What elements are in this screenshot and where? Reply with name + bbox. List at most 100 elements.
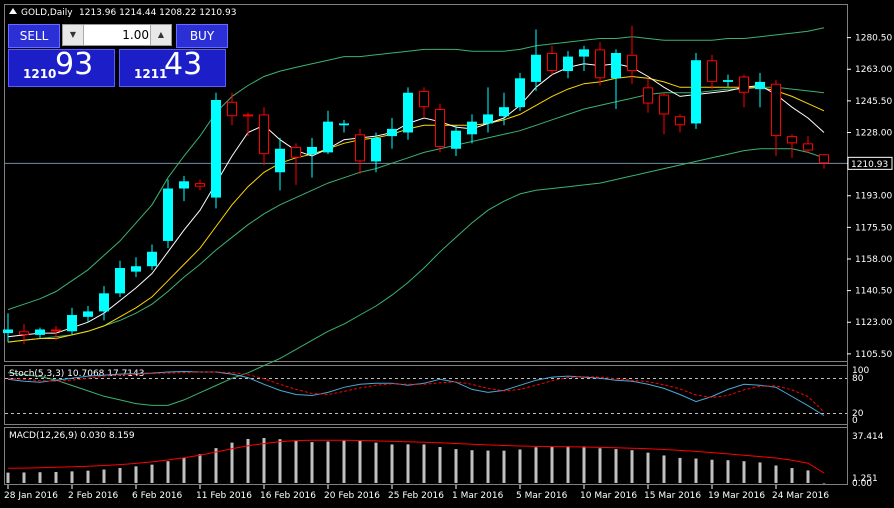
macd-bar xyxy=(310,442,314,483)
macd-bar xyxy=(518,449,522,483)
price-label: 1245.50 xyxy=(855,97,892,107)
candle-body xyxy=(339,123,349,126)
price-label: 1105.50 xyxy=(855,350,892,360)
macd-bar xyxy=(598,448,602,483)
date-label: 10 Mar 2016 xyxy=(580,491,637,501)
macd-bar xyxy=(678,457,682,483)
sell-button[interactable]: SELL xyxy=(8,24,60,48)
macd-bar xyxy=(198,454,202,483)
price-label: 1175.50 xyxy=(855,223,892,233)
candle xyxy=(259,107,269,166)
macd-bar xyxy=(54,471,58,483)
macd-bar xyxy=(150,464,154,483)
stoch-signal-line xyxy=(7,371,825,413)
date-label: 20 Feb 2016 xyxy=(324,491,380,501)
bollinger-upper-line xyxy=(7,27,825,311)
candle-body xyxy=(675,116,685,126)
candle-body xyxy=(211,99,221,198)
candle xyxy=(323,110,333,155)
candle xyxy=(691,52,701,129)
macd-bar xyxy=(774,465,778,483)
candle xyxy=(275,137,285,191)
stoch-axis-20: 20 xyxy=(852,409,864,419)
candle-body xyxy=(35,329,45,335)
candle-body xyxy=(499,107,509,117)
one-click-trading-panel: SELL ▼ ▲ BUY 1210 93 1211 43 xyxy=(8,24,228,87)
sell-price-major: 1210 xyxy=(23,67,57,81)
candle-body xyxy=(99,293,109,312)
candle xyxy=(419,87,429,119)
candle xyxy=(291,143,301,185)
candle xyxy=(483,87,493,133)
macd-bar xyxy=(566,446,570,483)
candle-body xyxy=(115,268,125,294)
date-label: 15 Mar 2016 xyxy=(644,491,701,501)
buy-price-box[interactable]: 1211 43 xyxy=(119,47,226,87)
candle xyxy=(307,137,317,178)
candle-body xyxy=(659,94,669,115)
stoch-lines xyxy=(7,370,825,416)
candle-body xyxy=(771,83,781,137)
candle-body xyxy=(275,148,285,173)
candle-body xyxy=(3,329,13,334)
candle xyxy=(739,74,749,108)
bollinger-middle-line xyxy=(7,86,825,343)
lot-decrease-icon[interactable]: ▼ xyxy=(63,25,84,45)
macd-bar xyxy=(806,470,810,483)
macd-bar xyxy=(694,458,698,483)
candle-body xyxy=(515,78,525,108)
candle-body xyxy=(323,121,333,153)
macd-bar xyxy=(454,449,458,483)
date-label: 28 Jan 2016 xyxy=(4,491,58,501)
macd-bar xyxy=(534,447,538,483)
macd-bar xyxy=(502,450,506,483)
candle xyxy=(3,313,13,343)
candle xyxy=(611,49,621,110)
macd-axis-top: 37.414 xyxy=(852,432,884,442)
lot-increase-icon[interactable]: ▲ xyxy=(150,25,171,45)
buy-price-major: 1211 xyxy=(134,67,168,81)
candles xyxy=(3,25,829,344)
macd-bar xyxy=(710,459,714,483)
macd-bar xyxy=(230,442,234,483)
candle-body xyxy=(371,137,381,162)
candle-body xyxy=(787,136,797,144)
lot-size-input[interactable] xyxy=(85,26,149,44)
candle-body xyxy=(627,54,637,72)
candle-body xyxy=(819,154,829,164)
candle-body xyxy=(195,183,205,187)
candle xyxy=(67,307,77,335)
candle-body xyxy=(419,90,429,108)
stoch-axis-0: 0 xyxy=(852,416,858,426)
candle xyxy=(675,114,685,133)
macd-signal-line xyxy=(7,439,825,474)
date-label: 24 Mar 2016 xyxy=(772,491,829,501)
candle xyxy=(339,119,349,133)
candle-body xyxy=(723,80,733,82)
buy-button[interactable]: BUY xyxy=(176,24,228,48)
candle-body xyxy=(579,49,589,57)
candle-body xyxy=(163,188,173,241)
macd-bar xyxy=(262,437,266,483)
ma-fast-line xyxy=(7,63,825,338)
date-label: 2 Feb 2016 xyxy=(68,491,119,501)
candle xyxy=(355,128,365,175)
macd-bar xyxy=(550,446,554,483)
macd-bar xyxy=(422,444,426,483)
sell-price-box[interactable]: 1210 93 xyxy=(8,47,115,87)
candle xyxy=(243,112,253,137)
date-label: 6 Feb 2016 xyxy=(132,491,183,501)
collapse-arrow-icon[interactable] xyxy=(9,8,17,14)
price-label: 1280.50 xyxy=(855,34,892,44)
candle xyxy=(83,305,93,323)
macd-bar xyxy=(374,442,378,483)
candle xyxy=(227,92,237,126)
bollinger-lower-line xyxy=(7,148,825,406)
candle-body xyxy=(451,130,461,149)
macd-bar xyxy=(822,482,826,484)
candle xyxy=(627,25,637,84)
candle-body xyxy=(291,146,301,158)
sell-price-pips: 93 xyxy=(55,47,94,82)
macd-histogram xyxy=(6,437,826,484)
